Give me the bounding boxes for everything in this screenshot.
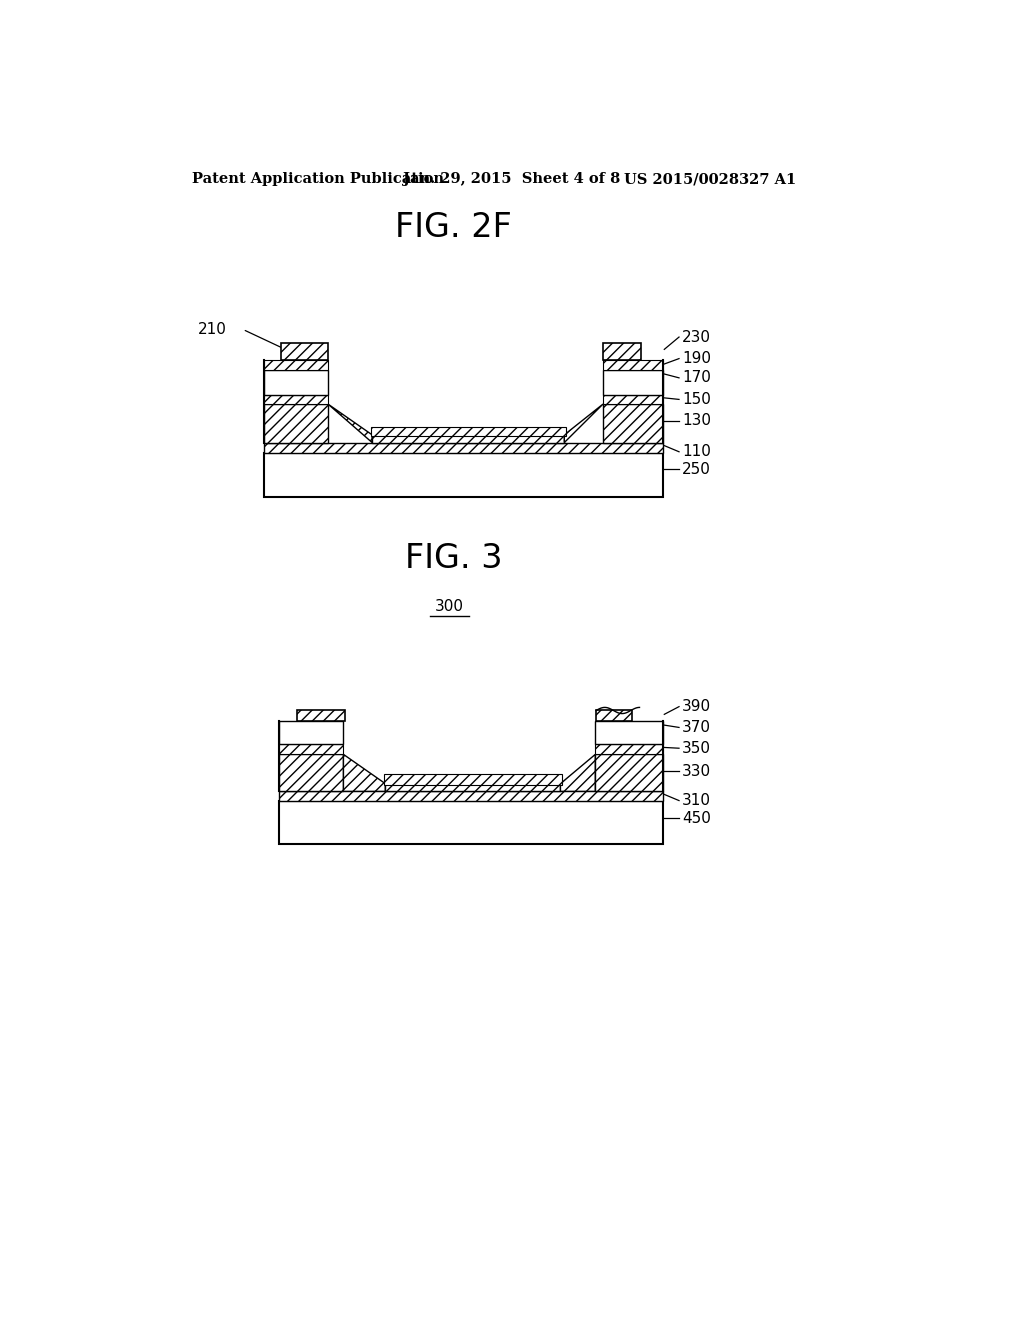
Text: 170: 170: [682, 371, 711, 385]
Text: 330: 330: [682, 764, 712, 779]
Polygon shape: [280, 755, 343, 792]
Polygon shape: [282, 343, 328, 360]
Text: 390: 390: [682, 700, 712, 714]
Polygon shape: [384, 775, 562, 785]
Text: US 2015/0028327 A1: US 2015/0028327 A1: [624, 172, 797, 186]
Polygon shape: [603, 404, 663, 442]
Polygon shape: [595, 744, 663, 755]
Text: 300: 300: [435, 599, 464, 614]
Polygon shape: [372, 434, 564, 442]
Text: Jan. 29, 2015  Sheet 4 of 8: Jan. 29, 2015 Sheet 4 of 8: [403, 172, 621, 186]
Polygon shape: [595, 755, 663, 792]
Polygon shape: [263, 395, 328, 404]
Polygon shape: [560, 755, 595, 792]
Polygon shape: [280, 801, 663, 843]
Text: 310: 310: [682, 793, 711, 808]
Polygon shape: [263, 453, 663, 498]
Text: Patent Application Publication: Patent Application Publication: [193, 172, 444, 186]
Text: 150: 150: [682, 392, 711, 407]
Polygon shape: [280, 721, 343, 744]
Polygon shape: [564, 404, 603, 442]
Polygon shape: [603, 360, 663, 370]
Polygon shape: [603, 370, 663, 395]
Polygon shape: [263, 370, 328, 395]
Polygon shape: [343, 755, 385, 792]
Polygon shape: [595, 721, 663, 744]
Polygon shape: [263, 404, 328, 442]
Polygon shape: [328, 404, 372, 442]
Text: 230: 230: [682, 330, 711, 345]
Polygon shape: [280, 792, 663, 801]
Polygon shape: [603, 395, 663, 404]
Text: FIG. 2F: FIG. 2F: [395, 211, 512, 244]
Text: 450: 450: [682, 810, 711, 826]
Text: 210: 210: [199, 322, 227, 337]
Text: 110: 110: [682, 445, 711, 459]
Polygon shape: [280, 744, 343, 755]
Polygon shape: [596, 710, 632, 721]
Text: 190: 190: [682, 351, 711, 366]
Text: 370: 370: [682, 719, 711, 735]
Text: FIG. 3: FIG. 3: [404, 543, 502, 576]
Text: 250: 250: [682, 462, 711, 477]
Polygon shape: [603, 343, 641, 360]
Polygon shape: [297, 710, 345, 721]
Polygon shape: [263, 442, 663, 453]
Polygon shape: [263, 360, 328, 370]
Polygon shape: [371, 428, 566, 437]
Polygon shape: [385, 784, 560, 792]
Text: 350: 350: [682, 741, 711, 756]
Text: 130: 130: [682, 413, 711, 429]
